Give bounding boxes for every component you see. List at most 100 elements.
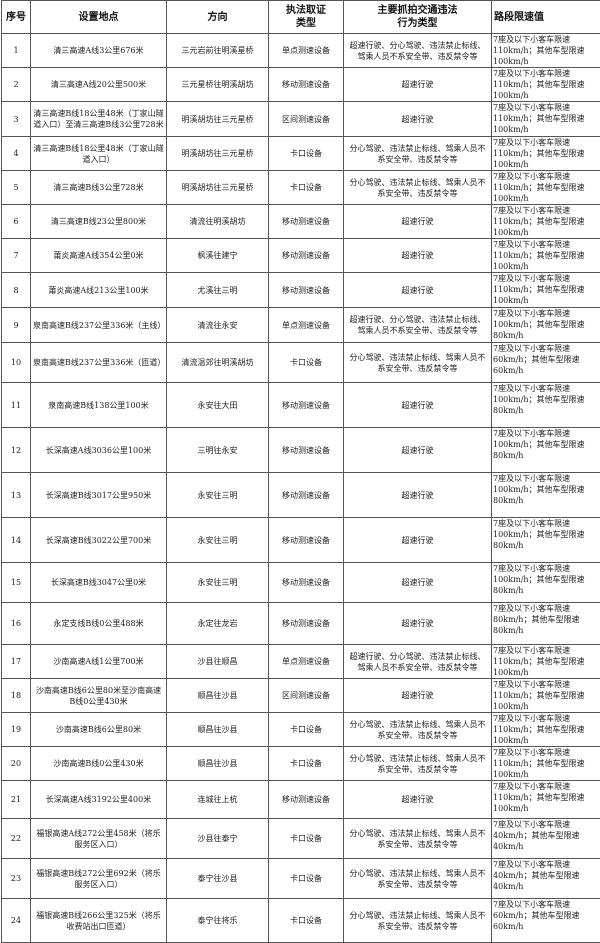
- cell-device-type: 卡口设备: [269, 819, 344, 859]
- cell-speed-limit: 7座及以下小客车限速110km/h；其他车型限速100km/h: [492, 205, 600, 239]
- cell-device-type: 移动测速设备: [269, 205, 344, 239]
- cell-direction: 清流往永安: [167, 308, 269, 343]
- cell-index: 11: [2, 383, 31, 428]
- cell-speed-limit: 7座及以下小客车限速110km/h；其他车型限速100km/h: [492, 239, 600, 273]
- cell-location: 清三高速A线20公里500米: [31, 68, 167, 102]
- cell-index: 4: [2, 137, 31, 171]
- cell-violation-type: 超速行驶、分心驾驶、违法禁止标线、驾乘人员不系安全带、违反禁令等: [344, 34, 492, 68]
- cell-device-type: 卡口设备: [269, 171, 344, 205]
- cell-direction: 清流温郊往明溪胡坊: [167, 343, 269, 383]
- cell-location: 清三高速B线18公里48米（丁家山隧道入口）: [31, 137, 167, 171]
- cell-direction: 明溪胡坊往三元星桥: [167, 137, 269, 171]
- cell-violation-type: 超速行驶: [344, 68, 492, 102]
- cell-direction: 沙县往顺昌: [167, 645, 269, 679]
- cell-violation-type: 超速行驶: [344, 679, 492, 713]
- cell-violation-type: 超速行驶: [344, 781, 492, 819]
- table-header-row: 序号 设置地点 方向 执法取证类型 主要抓拍交通违法行为类型 路段限速值: [2, 1, 600, 34]
- cell-device-type: 单点测速设备: [269, 34, 344, 68]
- cell-violation-type: 分心驾驶、违法禁止标线、驾乘人员不系安全带、违反禁令等: [344, 747, 492, 781]
- cell-violation-type: 超速行驶: [344, 603, 492, 645]
- cell-direction: 三明往永安: [167, 428, 269, 473]
- cell-direction: 泰宁往将乐: [167, 899, 269, 943]
- cell-index: 10: [2, 343, 31, 383]
- cell-speed-limit: 7座及以下小客车限速110km/h；其他车型限速100km/h: [492, 137, 600, 171]
- cell-index: 9: [2, 308, 31, 343]
- header-line: 执法取证: [286, 5, 326, 16]
- cell-location: 福银高速A线272公里458米（将乐服务区入口）: [31, 819, 167, 859]
- cell-index: 18: [2, 679, 31, 713]
- cell-speed-limit: 7座及以下小客车限速110km/h；其他车型限速100km/h: [492, 645, 600, 679]
- cell-index: 23: [2, 859, 31, 899]
- cell-index: 21: [2, 781, 31, 819]
- cell-direction: 三元星桥往明溪胡坊: [167, 68, 269, 102]
- cell-index: 15: [2, 563, 31, 603]
- cell-speed-limit: 7座及以下小客车限速80km/h；其他车型限速80km/h: [492, 603, 600, 645]
- cell-index: 16: [2, 603, 31, 645]
- header-line: 行为类型: [398, 18, 438, 29]
- cell-speed-limit: 7座及以下小客车限速110km/h；其他车型限速100km/h: [492, 68, 600, 102]
- cell-violation-type: 超速行驶、分心驾驶、违法禁止标线、驾乘人员不系安全带、违反禁令等: [344, 308, 492, 343]
- cell-device-type: 移动测速设备: [269, 473, 344, 518]
- cell-violation-type: 超速行驶: [344, 239, 492, 273]
- cell-index: 22: [2, 819, 31, 859]
- cell-device-type: 卡口设备: [269, 343, 344, 383]
- header-line: 类型: [296, 18, 316, 29]
- cell-speed-limit: 7座及以下小客车限速100km/h；其他车型限速80km/h: [492, 473, 600, 518]
- cell-speed-limit: 7座及以下小客车限速100km/h；其他车型限速80km/h: [492, 428, 600, 473]
- cell-violation-type: 分心驾驶、违法禁止标线、驾乘人员不系安全带、违反禁令等: [344, 819, 492, 859]
- cell-direction: 永安往三明: [167, 518, 269, 563]
- cell-violation-type: 分心驾驶、违法禁止标线、驾乘人员不系安全带、违反禁令等: [344, 859, 492, 899]
- cell-direction: 顺昌往沙县: [167, 747, 269, 781]
- cell-violation-type: 超速行驶: [344, 518, 492, 563]
- cell-device-type: 移动测速设备: [269, 603, 344, 645]
- cell-device-type: 卡口设备: [269, 747, 344, 781]
- cell-violation-type: 超速行驶: [344, 102, 492, 137]
- cell-index: 7: [2, 239, 31, 273]
- cell-violation-type: 超速行驶: [344, 273, 492, 308]
- cell-device-type: 移动测速设备: [269, 68, 344, 102]
- cell-index: 12: [2, 428, 31, 473]
- header-violation-type: 主要抓拍交通违法行为类型: [344, 1, 492, 34]
- cell-index: 1: [2, 34, 31, 68]
- cell-index: 17: [2, 645, 31, 679]
- cell-violation-type: 超速行驶: [344, 473, 492, 518]
- cell-location: 清三高速B线3公里728米: [31, 171, 167, 205]
- cell-speed-limit: 7座及以下小客车限速100km/h；其他车型限速80km/h: [492, 518, 600, 563]
- cell-location: 沙南高速B线6公里80米至沙南高速B线0公里430米: [31, 679, 167, 713]
- cell-device-type: 卡口设备: [269, 899, 344, 943]
- cell-location: 福银高速B线272公里692米（将乐服务区入口）: [31, 859, 167, 899]
- cell-violation-type: 超速行驶: [344, 563, 492, 603]
- cell-violation-type: 分心驾驶、违法禁止标线、驾乘人员不系安全带、违反禁令等: [344, 899, 492, 943]
- cell-device-type: 移动测速设备: [269, 518, 344, 563]
- cell-location: 永定支线B线0公里488米: [31, 603, 167, 645]
- cell-index: 3: [2, 102, 31, 137]
- header-direction: 方向: [167, 1, 269, 34]
- cell-speed-limit: 7座及以下小客车限速100km/h；其他车型限速80km/h: [492, 308, 600, 343]
- cell-index: 2: [2, 68, 31, 102]
- cell-location: 清三高速B线23公里800米: [31, 205, 167, 239]
- cell-speed-limit: 7座及以下小客车限速110km/h；其他车型限速100km/h: [492, 34, 600, 68]
- cell-speed-limit: 7座及以下小客车限速40km/h；其他车型限速40km/h: [492, 819, 600, 859]
- cell-violation-type: 分心驾驶、违法禁止标线、驾乘人员不系安全带、违反禁令等: [344, 171, 492, 205]
- cell-speed-limit: 7座及以下小客车限速110km/h；其他车型限速100km/h: [492, 713, 600, 747]
- cell-index: 24: [2, 899, 31, 943]
- cell-speed-limit: 7座及以下小客车限速110km/h；其他车型限速100km/h: [492, 102, 600, 137]
- cell-direction: 顺昌往沙县: [167, 679, 269, 713]
- cell-device-type: 卡口设备: [269, 713, 344, 747]
- cell-speed-limit: 7座及以下小客车限速110km/h；其他车型限速100km/h: [492, 171, 600, 205]
